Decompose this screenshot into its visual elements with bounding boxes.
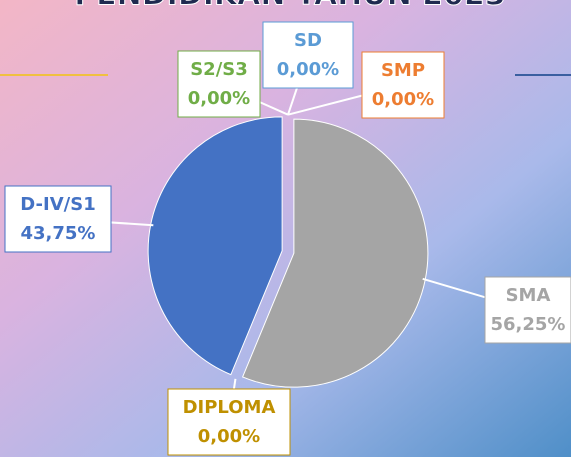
chart: PENDIDIKAN TAHUN 2023 SD 0,00% SMP 0,00% SMA… [0,0,571,457]
label-category: DIPLOMA [183,397,276,418]
label-value: 0,00% [277,59,339,80]
label-category: SMP [381,60,425,81]
label-value: 43,75% [21,223,96,244]
label-category: S2/S3 [190,59,248,80]
label-value: 0,00% [372,89,434,110]
label-value: 0,00% [198,426,260,447]
label-category: SMA [506,285,551,306]
label-value: 56,25% [491,314,566,335]
label-category: SD [294,30,322,51]
chart-title: PENDIDIKAN TAHUN 2023 [74,0,506,13]
label-value: 0,00% [188,88,250,109]
label-category: D-IV/S1 [20,194,95,215]
